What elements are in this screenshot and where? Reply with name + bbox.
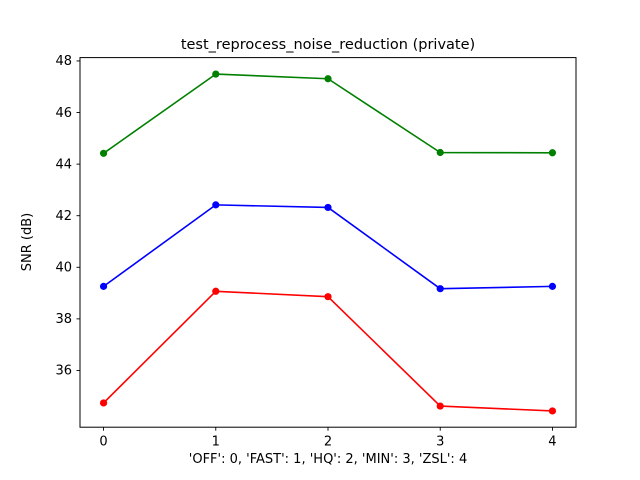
- marker-green-series: [548, 149, 557, 157]
- marker-blue-series: [324, 203, 332, 212]
- x-tick-label: 4: [548, 435, 556, 450]
- marker-red-series: [324, 293, 332, 301]
- y-axis-label: SNR (dB): [20, 213, 35, 271]
- series-layer: [99, 70, 557, 415]
- x-tick-label: 2: [324, 435, 332, 450]
- x-tick-label: 0: [99, 435, 107, 450]
- axes-spines: [79, 57, 577, 428]
- x-tick-label: 3: [436, 435, 444, 450]
- y-tick-label: 40: [55, 261, 72, 276]
- marker-red-series: [212, 287, 220, 295]
- marker-green-series: [99, 149, 108, 157]
- x-axis-label: 'OFF': 0, 'FAST': 1, 'HQ': 2, 'MIN': 3, …: [189, 452, 467, 467]
- marker-green-series: [324, 75, 332, 83]
- marker-red-series: [548, 407, 557, 415]
- y-tick-label: 36: [55, 364, 72, 379]
- plot-line-blue-series: [102, 204, 554, 290]
- axes-layer: 36 38 40 42 44 46 48 0 1 2 3 4: [55, 54, 577, 450]
- chart-title: test_reprocess_noise_reduction (private): [181, 37, 475, 53]
- y-tick-label: 42: [55, 209, 72, 224]
- marker-red-series: [99, 399, 108, 407]
- marker-blue-series: [548, 282, 557, 290]
- y-tick-label: 48: [55, 54, 72, 69]
- marker-blue-series: [436, 285, 444, 293]
- plot-line-red-series: [102, 290, 554, 412]
- x-tick-label: 1: [212, 435, 220, 450]
- y-tick-label: 46: [55, 106, 72, 121]
- marker-green-series: [436, 148, 444, 157]
- marker-red-series: [436, 402, 444, 410]
- y-tick-label: 44: [55, 157, 72, 172]
- plot-line-green-series: [102, 73, 554, 155]
- marker-blue-series: [99, 282, 108, 290]
- marker-green-series: [212, 70, 220, 78]
- y-tick-label: 38: [55, 312, 72, 327]
- marker-blue-series: [212, 201, 220, 209]
